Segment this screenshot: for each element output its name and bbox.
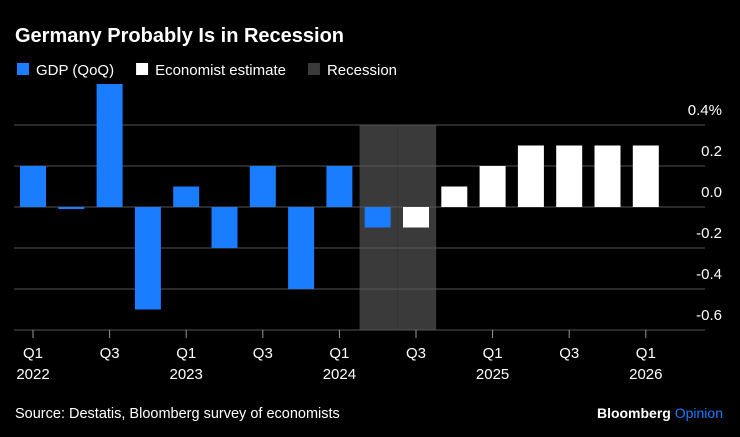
bar <box>249 166 276 207</box>
bar <box>632 145 659 207</box>
legend-swatch <box>17 63 29 75</box>
legend-swatch <box>136 63 149 75</box>
x-tick-label: Q1 <box>483 345 503 362</box>
brand: Bloomberg Opinion <box>597 405 723 421</box>
brand-suffix: Opinion <box>675 405 723 421</box>
bar <box>594 145 621 207</box>
x-year-label: 2025 <box>476 366 509 383</box>
legend-swatch <box>307 63 320 75</box>
y-tick-label: -0.6 <box>696 307 722 324</box>
bar <box>20 166 46 207</box>
bar <box>364 207 391 228</box>
chart-title: Germany Probably Is in Recession <box>15 25 344 47</box>
y-tick-label: -0.2 <box>696 225 722 242</box>
bar <box>517 145 544 207</box>
legend-label: Recession <box>327 62 397 79</box>
bar <box>556 145 583 207</box>
bar <box>211 207 238 248</box>
y-tick-label: -0.4 <box>696 266 722 283</box>
x-tick-label: Q1 <box>329 345 349 362</box>
bar <box>479 166 506 207</box>
x-tick-label: Q3 <box>406 345 426 362</box>
legend-label: Economist estimate <box>155 62 286 79</box>
x-tick-label: Q3 <box>253 345 273 362</box>
y-tick-label: 0.4% <box>688 102 722 119</box>
bar <box>134 207 161 310</box>
legend-label: GDP (QoQ) <box>36 62 114 79</box>
source: Source: Destatis, Bloomberg survey of ec… <box>15 406 340 422</box>
x-year-label: 2026 <box>629 366 662 383</box>
x-tick-label: Q3 <box>100 345 120 362</box>
bar <box>96 84 123 207</box>
bar <box>58 207 85 210</box>
y-tick-label: 0.0 <box>701 184 722 201</box>
bar <box>441 186 468 207</box>
y-tick-label: 0.2 <box>701 143 722 160</box>
x-year-label: 2024 <box>323 366 356 383</box>
bar <box>326 166 353 207</box>
bar <box>403 207 429 228</box>
bar <box>288 207 315 289</box>
x-year-label: 2023 <box>170 366 203 383</box>
x-tick-label: Q1 <box>636 345 656 362</box>
x-year-label: 2022 <box>16 366 49 383</box>
x-tick-label: Q1 <box>23 345 43 362</box>
bar <box>173 186 200 207</box>
brand-name: Bloomberg <box>597 405 671 421</box>
x-tick-label: Q3 <box>559 345 579 362</box>
x-tick-label: Q1 <box>176 345 196 362</box>
